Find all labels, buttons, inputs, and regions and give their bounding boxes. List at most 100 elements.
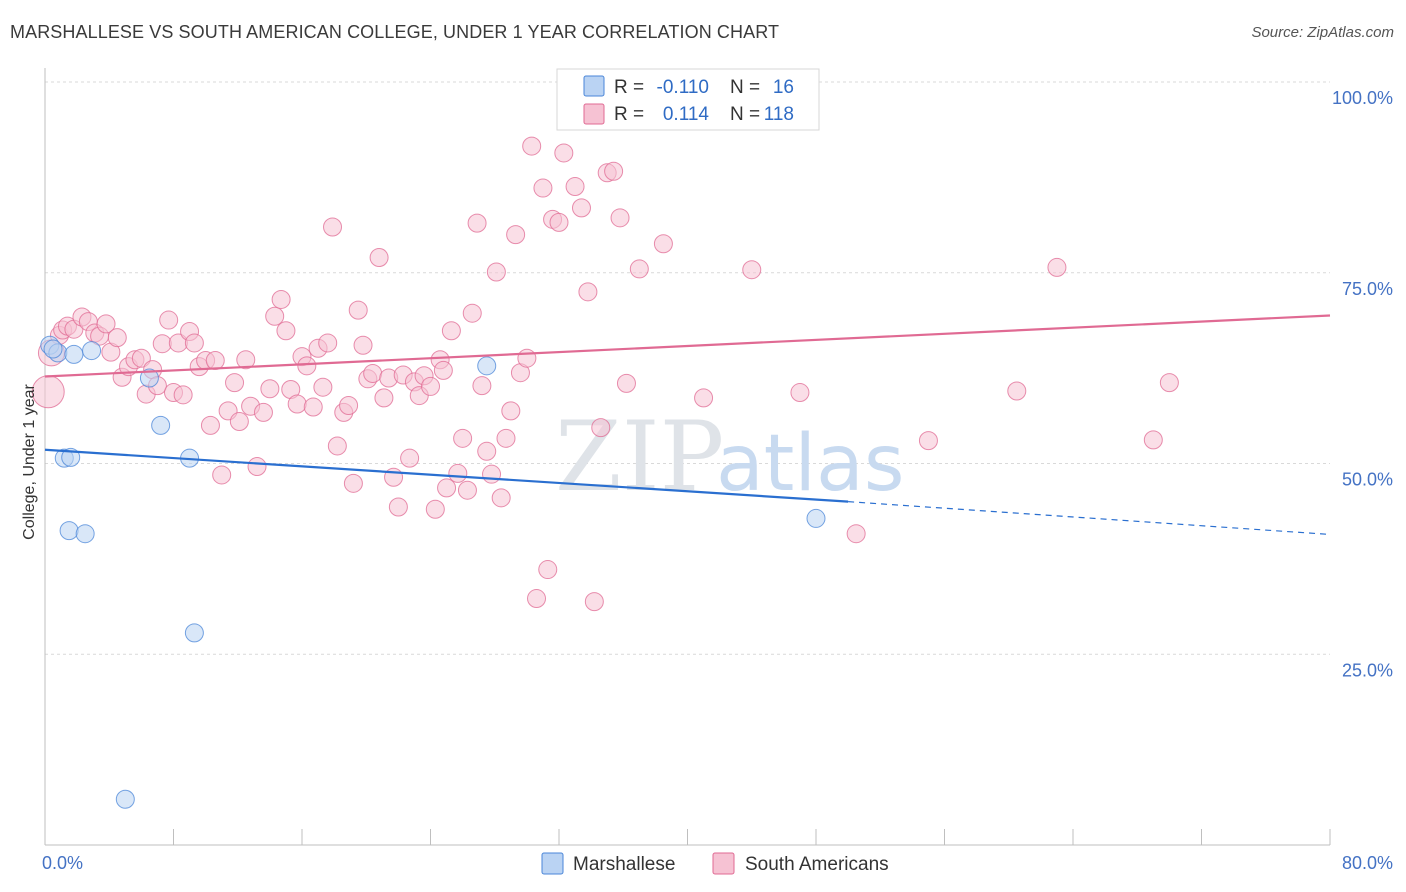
point-south-americans-51 [323,217,343,237]
legend-n-value-1: 16 [773,77,794,98]
axes [44,68,1331,846]
point-south-americans-95 [549,212,569,232]
point-south-americans-91 [527,589,547,609]
point-south-americans-74 [441,321,461,341]
point-south-americans-16 [131,348,151,368]
point-south-americans-29 [200,415,220,435]
watermark-atlas: atlas [716,419,905,509]
point-south-americans-101 [591,418,611,438]
point-south-americans-70 [421,376,440,396]
point-south-americans-78 [462,303,482,323]
point-south-americans-87 [506,225,526,245]
point-south-americans-79 [467,213,487,233]
x-tick-labels: 0.0% 80.0% [42,853,1393,873]
source-label: Source: ZipAtlas.com [1251,24,1394,41]
point-marshallese-7 [139,368,159,388]
point-south-americans-64 [388,497,408,517]
point-south-americans-99 [578,282,598,302]
point-south-americans-93 [538,560,558,580]
point-south-americans-46 [297,356,317,376]
point-south-americans-12 [107,328,127,348]
point-south-americans-57 [353,335,373,355]
point-south-americans-41 [271,289,291,309]
data-points [31,136,1179,809]
bottom-legend-south-americans: South Americans [745,854,889,875]
legend-n-label-1: N = [730,77,760,98]
point-south-americans-71 [425,499,445,519]
point-south-americans-81 [477,441,497,461]
point-south-americans-89 [517,348,537,368]
y-tick-label-1: 50.0% [1342,470,1393,490]
trend-lines [44,314,1331,536]
point-south-americans-61 [374,388,394,408]
point-south-americans-55 [343,473,363,493]
point-south-americans-44 [287,394,307,414]
point-south-americans-84 [491,488,511,508]
point-south-americans-34 [229,412,249,432]
point-south-americans-117 [433,360,453,380]
bottom-legend-swatch-marshallese [541,852,564,875]
point-south-americans-59 [363,363,383,383]
point-south-americans-116 [1159,373,1179,393]
point-marshallese-3 [59,521,79,541]
y-tick-label-2: 75.0% [1342,279,1393,299]
legend-n-label-2: N = [730,104,760,125]
point-south-americans-110 [790,383,810,403]
legend-r-label-2: R = [614,104,644,125]
point-south-americans-52 [327,436,347,456]
point-south-americans-20 [152,334,172,354]
y-axis-label: College, Under 1 year [21,384,38,540]
point-south-americans-21 [159,310,179,330]
bottom-legend-marshallese: Marshallese [573,854,675,875]
point-south-americans-38 [253,402,273,422]
trend-line-south-americans [44,314,1331,378]
bottom-legend: Marshallese South Americans [541,852,889,875]
point-south-americans-109 [742,260,762,280]
legend-r-value-2: 0.114 [663,104,710,125]
point-marshallese-5 [64,344,84,364]
point-south-americans-86 [501,401,521,421]
point-south-americans-54 [339,396,359,416]
point-south-americans-10 [96,314,116,334]
bottom-legend-swatch-south-americans [712,852,735,875]
point-south-americans-30 [205,350,225,370]
point-south-americans-33 [225,373,245,393]
point-south-americans-40 [265,306,285,326]
point-south-americans-112 [918,431,938,451]
y-tick-label-0: 25.0% [1342,660,1393,680]
point-south-americans-107 [653,234,673,254]
trend-line-marshallese [44,448,849,503]
point-south-americans-26 [184,333,204,353]
point-marshallese-4 [75,524,95,544]
point-south-americans-104 [610,208,630,228]
point-south-americans-96 [554,143,574,163]
point-south-americans-66 [400,448,420,468]
legend-r-label-1: R = [614,77,644,98]
point-marshallese-11 [115,789,135,809]
point-south-americans-49 [313,377,333,397]
point-marshallese-13 [806,508,826,528]
legend-box: R = -0.110 N = 16 R = 0.114 N = 118 [556,68,820,131]
legend-swatch-marshallese [583,75,605,97]
point-south-americans-113 [1007,381,1027,401]
point-south-americans-60 [369,247,389,267]
point-south-americans-115 [1143,430,1163,450]
point-marshallese-12 [477,356,497,376]
legend-r-value-1: -0.110 [657,77,709,98]
point-south-americans-80 [472,376,492,396]
point-south-americans-35 [236,350,256,370]
point-south-americans-83 [486,262,506,282]
point-south-americans-114 [1047,257,1067,277]
watermark-zip: ZIP [555,401,724,513]
point-south-americans-50 [318,333,338,353]
point-south-americans-47 [303,397,323,417]
trend-line-marshallese-extension [848,501,1331,536]
point-south-americans-103 [604,161,624,181]
point-marshallese-14 [43,339,63,359]
legend-n-value-2: 118 [764,104,794,125]
point-south-americans-37 [247,457,267,477]
point-marshallese-10 [184,623,204,643]
watermark: ZIP atlas [555,401,905,513]
x-tick-label-1: 80.0% [1342,853,1393,873]
